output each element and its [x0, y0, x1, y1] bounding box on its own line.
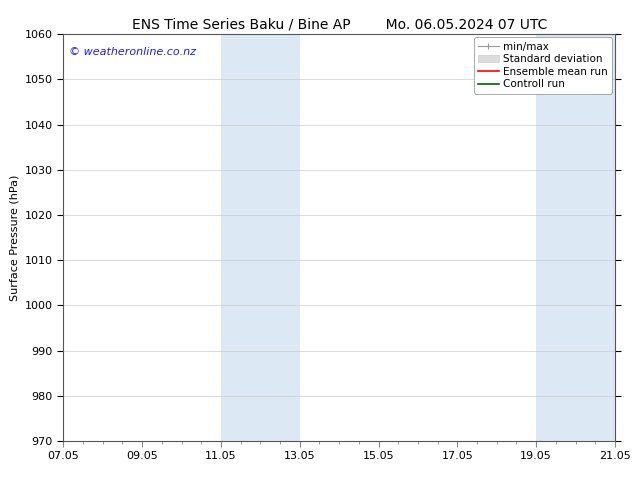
Legend: min/max, Standard deviation, Ensemble mean run, Controll run: min/max, Standard deviation, Ensemble me… — [474, 37, 612, 94]
Y-axis label: Surface Pressure (hPa): Surface Pressure (hPa) — [10, 174, 19, 301]
Title: ENS Time Series Baku / Bine AP        Mo. 06.05.2024 07 UTC: ENS Time Series Baku / Bine AP Mo. 06.05… — [131, 18, 547, 32]
Bar — [221, 34, 300, 441]
Bar — [536, 34, 615, 441]
Text: © weatheronline.co.nz: © weatheronline.co.nz — [69, 47, 196, 56]
